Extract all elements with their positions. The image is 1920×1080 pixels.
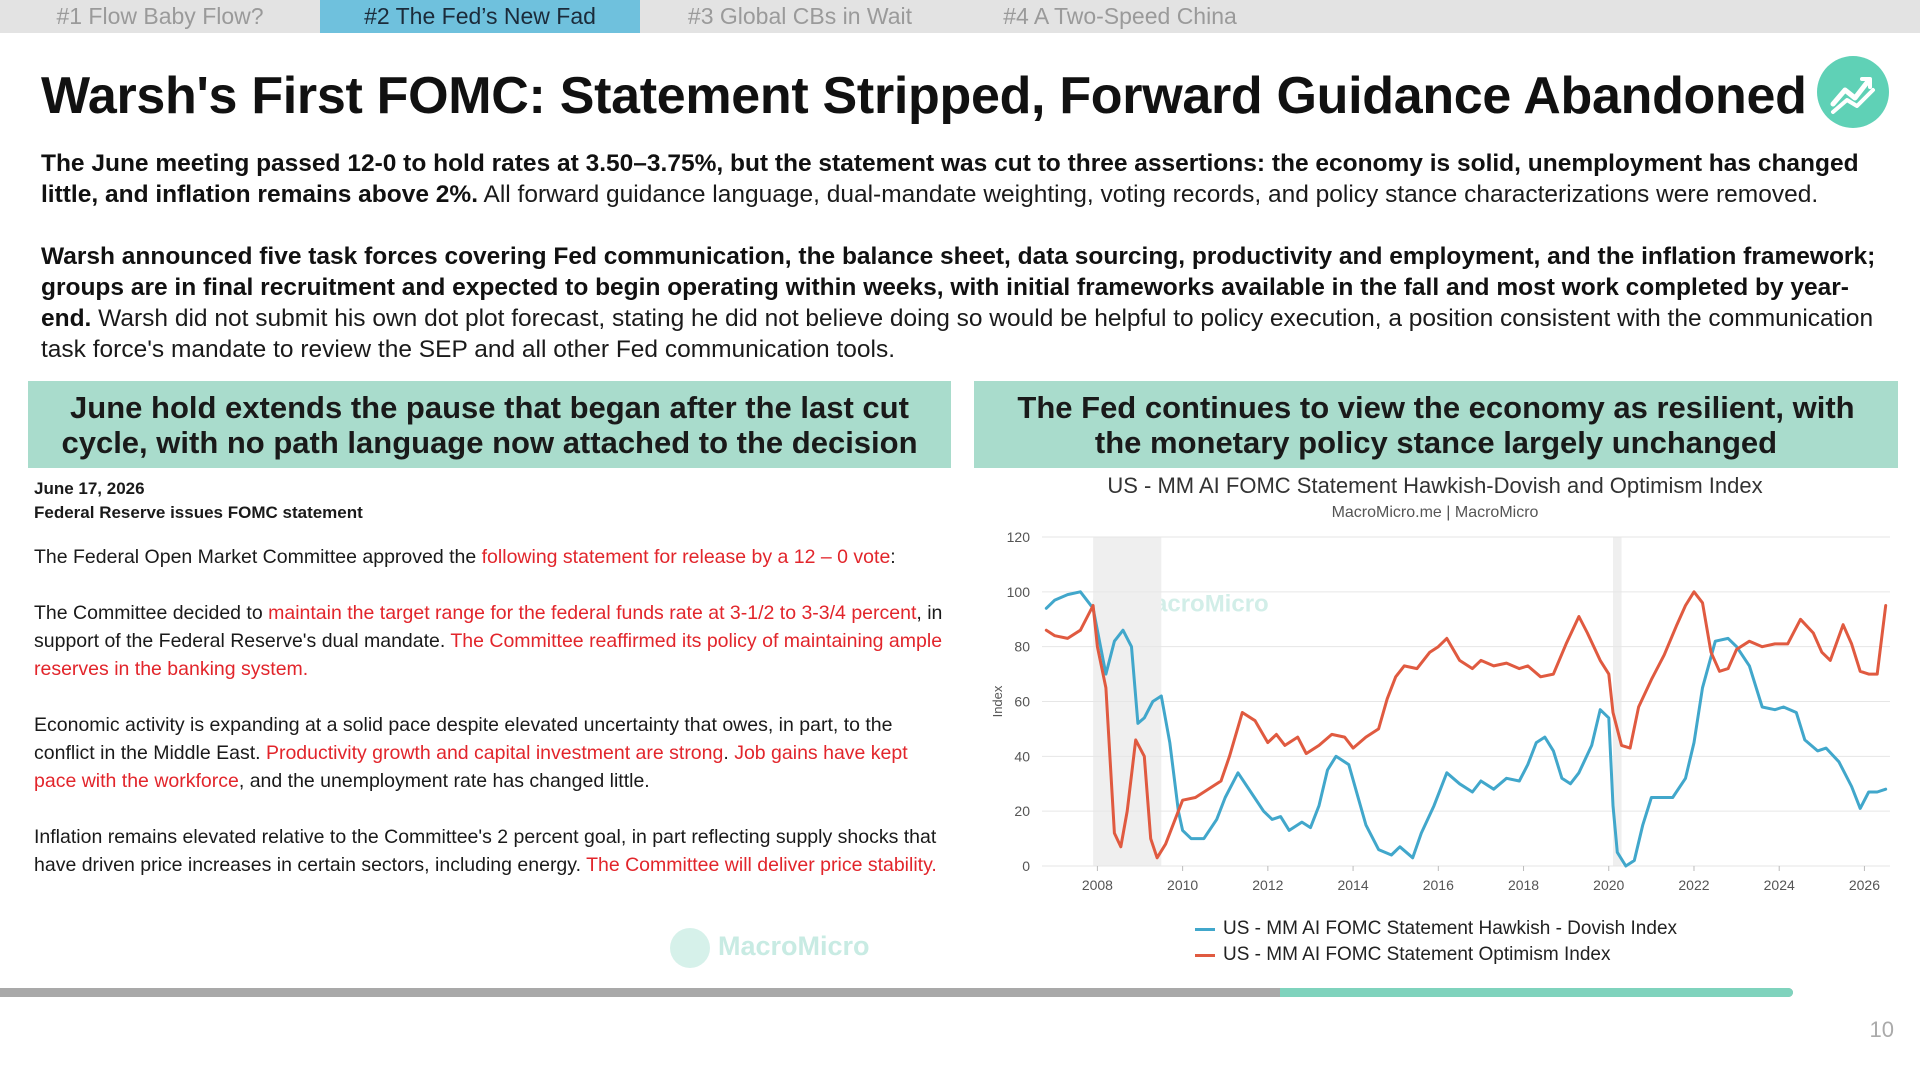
watermark-left: MacroMicro: [670, 928, 870, 968]
p3-text-mid: .: [723, 742, 735, 764]
x-tick-label-2016: 2016: [1423, 877, 1454, 893]
x-tick-label-2012: 2012: [1252, 877, 1283, 893]
statement-paragraph-2: The Committee decided to maintain the ta…: [34, 599, 950, 683]
hawkish-dovish-optimism-chart: 0 20 40 60 80 100 120 2008 2010 2012 2014 2016 2018 2…: [990, 529, 1890, 893]
watermark-logo-icon: [670, 928, 710, 968]
slide-progress-track: [0, 988, 1793, 997]
y-tick-label-100: 100: [1007, 584, 1031, 600]
intro-paragraph-1: The June meeting passed 12-0 to hold rat…: [41, 148, 1891, 210]
tab-flow-baby-flow[interactable]: #1 Flow Baby Flow?: [56, 3, 264, 29]
fomc-statement: June 17, 2026 Federal Reserve issues FOM…: [34, 477, 950, 907]
x-tick-label-2014: 2014: [1337, 877, 1368, 893]
legend-swatch-blue: [1195, 927, 1215, 931]
p4-highlight: The Committee will deliver price stabili…: [586, 854, 937, 876]
p2-highlight-2: The Committee reaffirmed its policy of m…: [34, 630, 943, 680]
intro-p1-bold: The June meeting passed 12-0 to hold rat…: [41, 150, 1859, 208]
series-line-optimism: [1044, 590, 1888, 860]
p3-text: Economic activity is expanding at a soli…: [34, 714, 893, 764]
watermark-text: MacroMicro: [718, 931, 870, 962]
right-panel-heading: The Fed continues to view the economy as…: [974, 381, 1898, 468]
y-axis-label: Index: [990, 685, 1005, 717]
p1-highlight: following statement for release by a 12 …: [481, 546, 891, 568]
tab-global-cbs-in-wait[interactable]: #3 Global CBs in Wait: [687, 3, 913, 29]
p3-text-end: , and the unemployment rate has changed …: [238, 770, 650, 792]
legend-label-optimism: US - MM AI FOMC Statement Optimism Index: [1223, 944, 1611, 965]
tab-two-speed-china[interactable]: #4 A Two-Speed China: [1003, 3, 1237, 29]
intro-paragraph-2: Warsh announced five task forces coverin…: [41, 241, 1891, 365]
p2-highlight-1: maintain the target range for the federa…: [268, 602, 917, 624]
intro-text: The June meeting passed 12-0 to hold rat…: [41, 148, 1891, 396]
intro-p1-rest: All forward guidance language, dual-mand…: [478, 181, 1819, 208]
chart-subtitle: MacroMicro.me | MacroMicro: [1331, 504, 1539, 521]
p2-text: The Committee decided to: [34, 602, 269, 624]
legend-item-hawkish-dovish[interactable]: US - MM AI FOMC Statement Hawkish - Dovi…: [1195, 916, 1677, 942]
p1-text: The Federal Open Market Committee approv…: [34, 546, 482, 568]
slide-progress-fill: [1280, 988, 1793, 997]
x-tick-label-2018: 2018: [1508, 877, 1539, 893]
p2-text-mid: , in support of the Federal Reserve's du…: [34, 602, 943, 652]
left-panel-heading: June hold extends the pause that began a…: [28, 381, 951, 468]
legend-item-optimism[interactable]: US - MM AI FOMC Statement Optimism Index: [1195, 942, 1677, 968]
y-tick-label-0: 0: [1022, 858, 1030, 874]
p4-text: Inflation remains elevated relative to t…: [34, 826, 937, 876]
p3-highlight-1: Productivity growth and capital investme…: [265, 742, 724, 764]
x-tick-label-2008: 2008: [1082, 877, 1113, 893]
y-tick-label-20: 20: [1014, 803, 1030, 819]
statement-subtitle: Federal Reserve issues FOMC statement: [34, 503, 363, 522]
tab-the-feds-new-fad[interactable]: #2 The Fed’s New Fad: [320, 0, 640, 33]
legend-swatch-red: [1195, 953, 1215, 957]
chart-legend: US - MM AI FOMC Statement Hawkish - Dovi…: [1195, 916, 1677, 968]
x-tick-label-2026: 2026: [1849, 877, 1880, 893]
statement-date: June 17, 2026: [34, 479, 145, 498]
statement-paragraph-1: The Federal Open Market Committee approv…: [34, 543, 950, 571]
statement-paragraph-4: Inflation remains elevated relative to t…: [34, 823, 950, 879]
intro-p2-rest: Warsh did not submit his own dot plot fo…: [41, 305, 1874, 363]
p1-text-end: :: [890, 546, 896, 568]
x-tick-label-2022: 2022: [1678, 877, 1709, 893]
x-tick-label-2010: 2010: [1167, 877, 1198, 893]
x-tick-label-2020: 2020: [1593, 877, 1624, 893]
chart-title: US - MM AI FOMC Statement Hawkish-Dovish…: [1107, 473, 1763, 498]
intro-p2-bold: Warsh announced five task forces coverin…: [41, 243, 1876, 332]
statement-paragraph-3: Economic activity is expanding at a soli…: [34, 711, 950, 795]
y-tick-label-80: 80: [1014, 639, 1030, 655]
slide-title: Warsh's First FOMC: Statement Stripped, …: [41, 67, 1807, 125]
section-tab-bar: #1 Flow Baby Flow? #2 The Fed’s New Fad …: [0, 0, 1920, 33]
x-tick-label-2024: 2024: [1764, 877, 1795, 893]
legend-label-hawkish-dovish: US - MM AI FOMC Statement Hawkish - Dovi…: [1223, 918, 1678, 939]
chart-line-up-icon: [1817, 56, 1889, 128]
y-tick-label-40: 40: [1014, 748, 1030, 764]
p3-highlight-2: Job gains have kept pace with the workfo…: [34, 742, 908, 792]
page-number: 10: [1869, 1017, 1894, 1042]
y-tick-label-120: 120: [1007, 529, 1031, 545]
y-tick-label-60: 60: [1014, 694, 1030, 710]
